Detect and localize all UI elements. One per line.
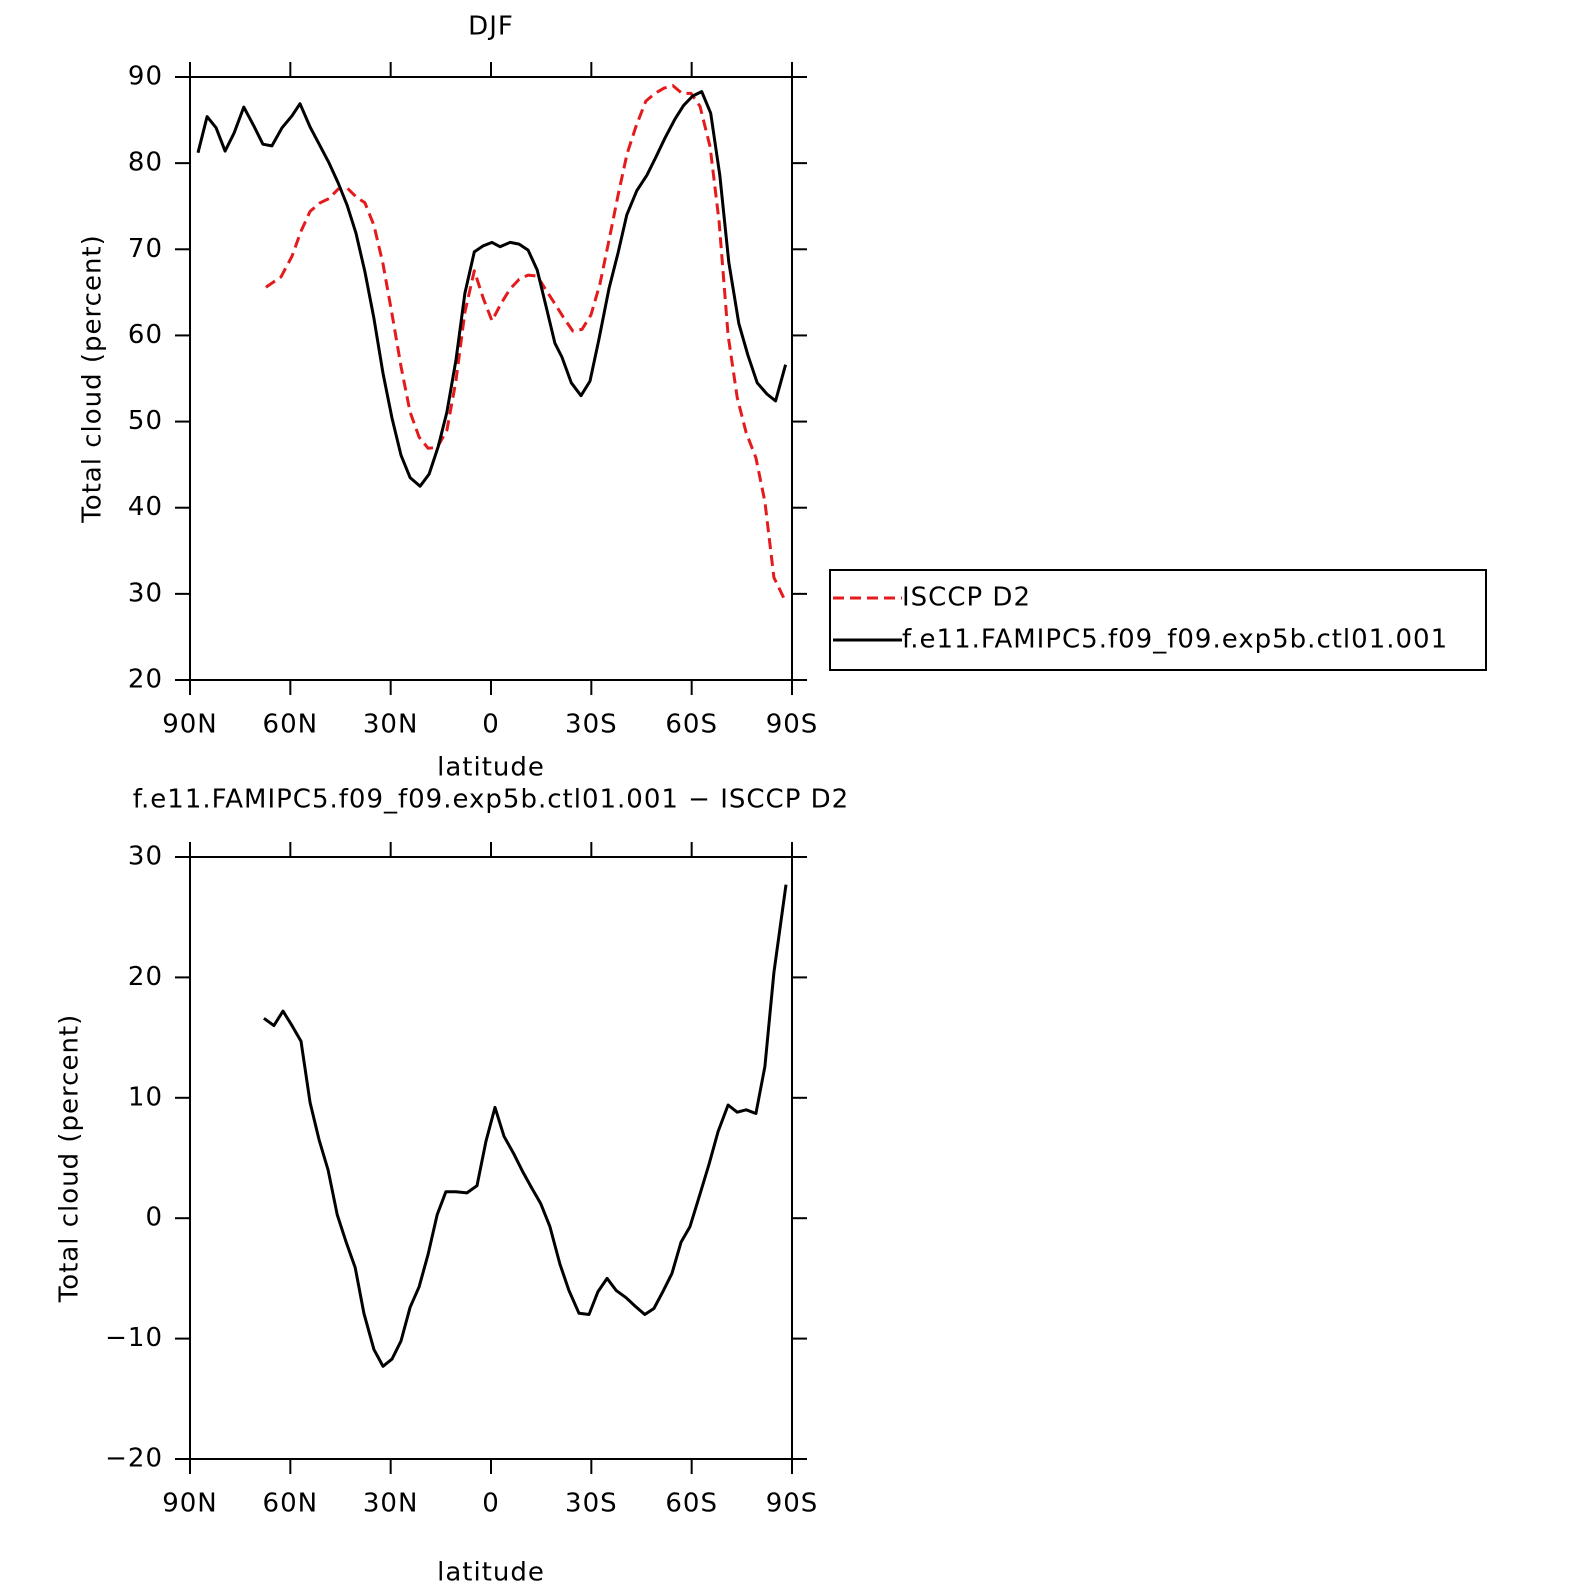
x-tick-label: 90N <box>162 1489 218 1519</box>
y-axis-label: Total cloud (percent) <box>55 1014 85 1304</box>
y-tick-label: 50 <box>128 406 163 436</box>
y-tick-label: 10 <box>128 1082 163 1112</box>
y-tick-label: 20 <box>128 962 163 992</box>
y-tick-label: −10 <box>105 1323 163 1353</box>
series-line <box>265 84 788 604</box>
x-axis-label: latitude <box>437 1558 545 1585</box>
y-tick-label: 20 <box>128 665 163 695</box>
panel: f.e11.FAMIPC5.f09_f09.exp5b.ctl01.001 − … <box>55 785 849 1585</box>
x-tick-label: 0 <box>482 1489 500 1519</box>
y-tick-label: −20 <box>105 1444 163 1474</box>
y-tick-label: 40 <box>128 492 163 522</box>
x-tick-label: 90S <box>766 710 819 740</box>
y-tick-label: 0 <box>145 1203 163 1233</box>
legend-label: ISCCP D2 <box>902 583 1031 613</box>
series-line <box>263 884 788 1368</box>
y-tick-label: 90 <box>128 62 163 92</box>
plot-frame <box>189 856 793 1460</box>
chart-title: f.e11.FAMIPC5.f09_f09.exp5b.ctl01.001 − … <box>133 785 849 815</box>
x-tick-label: 60N <box>263 1489 319 1519</box>
x-tick-label: 30S <box>565 710 618 740</box>
x-tick-label: 90S <box>766 1489 819 1519</box>
x-tick-label: 30S <box>565 1489 618 1519</box>
x-tick-label: 30N <box>363 1489 419 1519</box>
legend: ISCCP D2 f.e11.FAMIPC5.f09_f09.exp5b.ctl0… <box>829 569 1487 671</box>
panel: DJF latitude Total cloud (percent) 20 30 40 50… <box>78 12 1487 783</box>
x-tick-label: 0 <box>482 710 500 740</box>
y-tick-label: 60 <box>128 320 163 350</box>
x-tick-label: 30N <box>363 710 419 740</box>
chart-title: DJF <box>468 12 514 42</box>
legend-box <box>829 569 1487 671</box>
y-tick-label: 30 <box>128 842 163 872</box>
x-tick-label: 90N <box>162 710 218 740</box>
x-tick-label: 60S <box>665 1489 718 1519</box>
plot-frame <box>189 76 793 681</box>
x-tick-label: 60N <box>263 710 319 740</box>
y-tick-label: 30 <box>128 578 163 608</box>
series-line <box>196 90 788 488</box>
y-tick-label: 80 <box>128 148 163 178</box>
y-tick-label: 70 <box>128 234 163 264</box>
x-axis-label: latitude <box>437 753 545 783</box>
x-tick-label: 60S <box>665 710 718 740</box>
y-axis-label: Total cloud (percent) <box>78 234 108 524</box>
legend-label: f.e11.FAMIPC5.f09_f09.exp5b.ctl01.001 <box>902 625 1448 655</box>
